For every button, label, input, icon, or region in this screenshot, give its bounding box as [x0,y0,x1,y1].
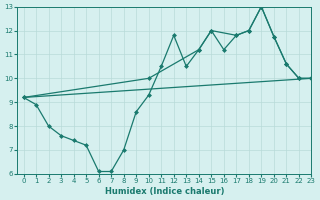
X-axis label: Humidex (Indice chaleur): Humidex (Indice chaleur) [105,187,224,196]
